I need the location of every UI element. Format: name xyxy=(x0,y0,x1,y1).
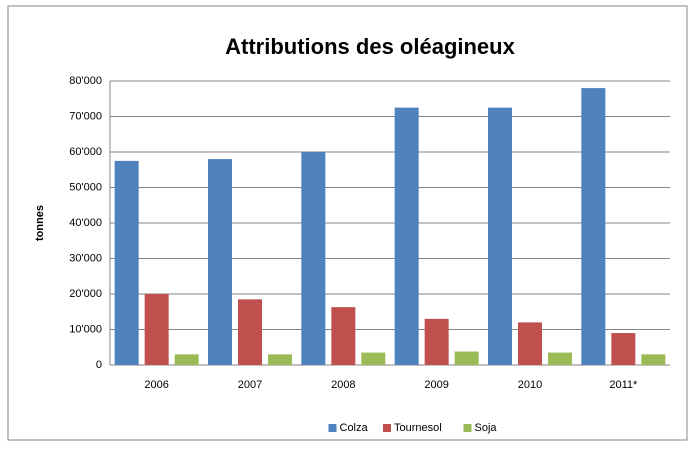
bar xyxy=(238,299,262,365)
y-axis-label: tonnes xyxy=(34,205,46,241)
bar xyxy=(424,318,449,365)
y-tick-label: 0 xyxy=(96,359,102,371)
bar xyxy=(268,354,292,365)
bar xyxy=(454,351,479,365)
bar xyxy=(394,107,419,365)
y-tick-label: 80'000 xyxy=(69,75,102,87)
legend-swatch xyxy=(383,424,391,432)
x-tick-label: 2006 xyxy=(144,379,168,391)
bar xyxy=(641,354,666,365)
bar xyxy=(301,152,326,365)
y-tick-label: 70'000 xyxy=(69,110,102,122)
bar xyxy=(488,107,512,365)
legend-swatch xyxy=(463,424,472,432)
x-tick-label: 2007 xyxy=(238,379,262,391)
bar xyxy=(548,352,572,365)
y-tick-label: 20'000 xyxy=(69,288,102,300)
legend-label: Tournesol xyxy=(394,422,442,434)
x-tick-label: 2010 xyxy=(518,379,542,391)
y-tick-label: 50'000 xyxy=(69,181,102,193)
bar xyxy=(174,354,199,365)
y-tick-label: 30'000 xyxy=(69,252,102,264)
bar xyxy=(144,294,169,365)
bar xyxy=(331,307,356,365)
chart-title: Attributions des oléagineux xyxy=(225,34,515,59)
x-tick-label: 2009 xyxy=(424,379,448,391)
legend-label: Colza xyxy=(340,422,369,434)
x-tick-label: 2011* xyxy=(609,379,638,391)
y-tick-label: 10'000 xyxy=(69,323,102,335)
bar xyxy=(518,322,542,365)
bar xyxy=(581,88,606,365)
legend-swatch xyxy=(328,424,337,432)
x-tick-label: 2008 xyxy=(331,379,355,391)
bar xyxy=(611,333,636,365)
y-tick-label: 60'000 xyxy=(69,146,102,158)
bar xyxy=(208,159,232,365)
bar xyxy=(361,352,386,365)
legend-label: Soja xyxy=(475,422,498,434)
y-tick-label: 40'000 xyxy=(69,217,102,229)
bar xyxy=(114,160,139,365)
